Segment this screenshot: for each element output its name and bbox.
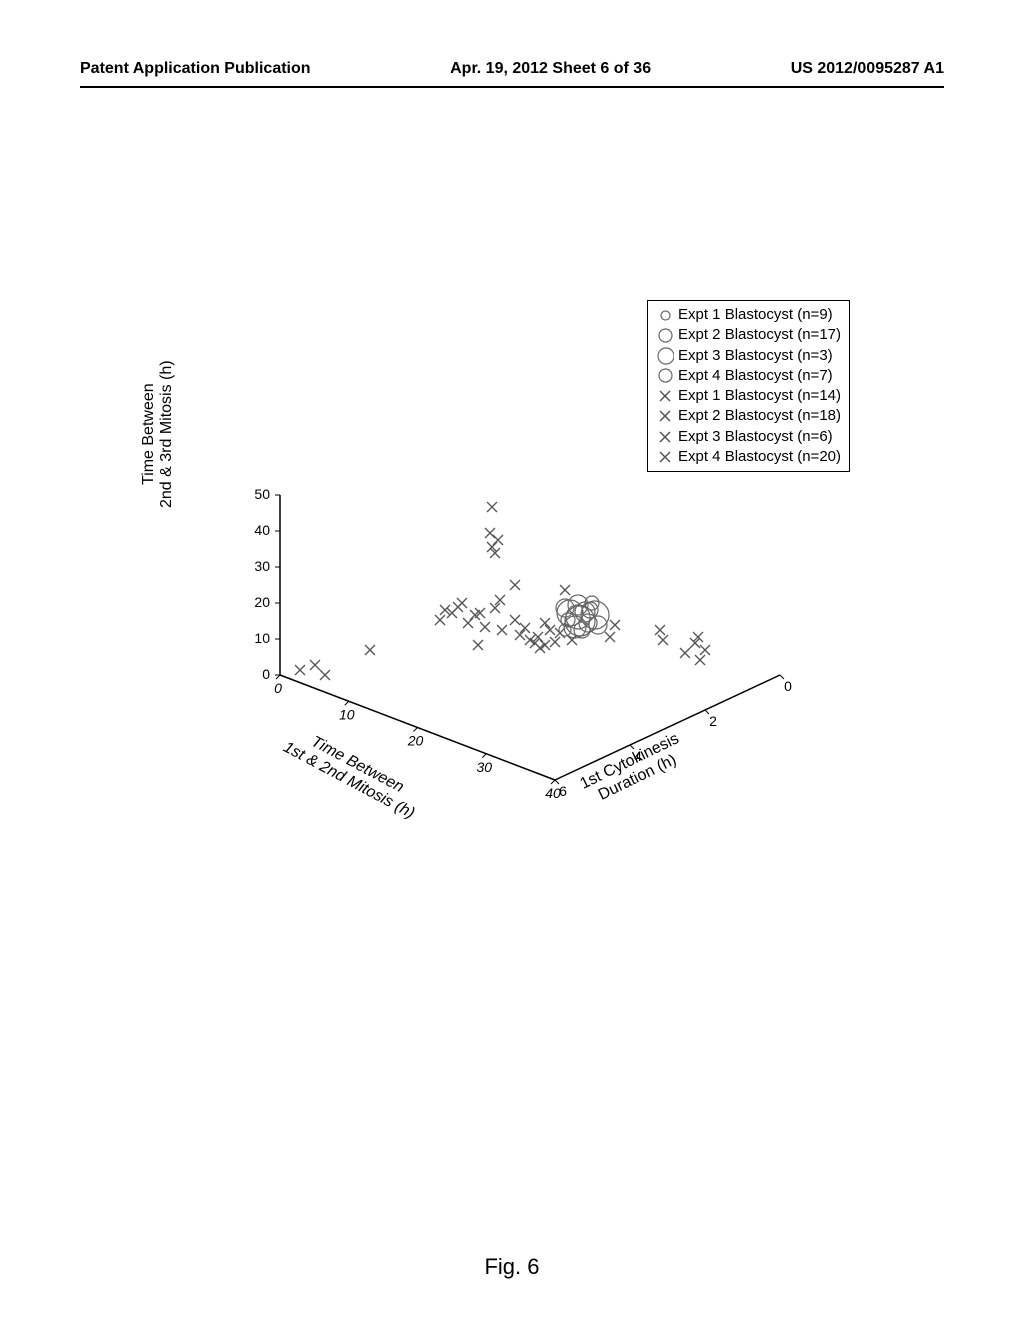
legend-label: Expt 4 Blastocyst (n=20) <box>678 447 841 467</box>
legend-item: Expt 1 Blastocyst (n=9) <box>656 305 841 325</box>
legend-item: Expt 4 Blastocyst (n=20) <box>656 447 841 467</box>
legend-label: Expt 1 Blastocyst (n=14) <box>678 386 841 406</box>
header-center: Apr. 19, 2012 Sheet 6 of 36 <box>450 60 651 78</box>
circle-marker-icon <box>656 327 674 344</box>
circle-marker-icon <box>656 367 674 384</box>
legend-label: Expt 3 Blastocyst (n=6) <box>678 427 833 447</box>
page-header: Patent Application Publication Apr. 19, … <box>0 60 1024 78</box>
legend-item: Expt 4 Blastocyst (n=7) <box>656 366 841 386</box>
z-axis-label: Time Between 2nd & 3rd Mitosis (h) <box>140 360 176 508</box>
legend-item: Expt 2 Blastocyst (n=18) <box>656 406 841 426</box>
svg-text:10: 10 <box>339 706 355 722</box>
legend-label: Expt 3 Blastocyst (n=3) <box>678 346 833 366</box>
x-marker-icon <box>656 389 674 403</box>
legend-item: Expt 2 Blastocyst (n=17) <box>656 325 841 345</box>
svg-text:40: 40 <box>254 522 270 538</box>
svg-text:10: 10 <box>254 630 270 646</box>
x-marker-icon <box>656 409 674 423</box>
circle-marker-icon <box>656 309 674 322</box>
svg-text:0: 0 <box>784 678 792 694</box>
header-right: US 2012/0095287 A1 <box>791 60 944 78</box>
scatter-3d-chart: Expt 1 Blastocyst (n=9)Expt 2 Blastocyst… <box>140 300 880 860</box>
svg-text:6: 6 <box>559 783 567 799</box>
x-marker-icon <box>656 430 674 444</box>
svg-text:30: 30 <box>254 558 270 574</box>
figure-caption: Fig. 6 <box>0 1254 1024 1280</box>
x-marker-icon <box>656 450 674 464</box>
chart-legend: Expt 1 Blastocyst (n=9)Expt 2 Blastocyst… <box>647 300 850 472</box>
circle-marker-icon <box>656 346 674 366</box>
svg-text:50: 50 <box>254 486 270 502</box>
legend-label: Expt 1 Blastocyst (n=9) <box>678 305 833 325</box>
svg-text:0: 0 <box>262 666 270 682</box>
legend-item: Expt 1 Blastocyst (n=14) <box>656 386 841 406</box>
legend-item: Expt 3 Blastocyst (n=3) <box>656 346 841 366</box>
header-left: Patent Application Publication <box>80 60 311 78</box>
legend-label: Expt 2 Blastocyst (n=17) <box>678 325 841 345</box>
svg-text:30: 30 <box>476 759 492 775</box>
svg-text:2: 2 <box>709 713 717 729</box>
svg-text:0: 0 <box>274 680 282 696</box>
svg-text:20: 20 <box>254 594 270 610</box>
svg-text:20: 20 <box>407 733 424 749</box>
legend-item: Expt 3 Blastocyst (n=6) <box>656 427 841 447</box>
legend-label: Expt 4 Blastocyst (n=7) <box>678 366 833 386</box>
header-rule <box>80 86 944 88</box>
legend-label: Expt 2 Blastocyst (n=18) <box>678 406 841 426</box>
